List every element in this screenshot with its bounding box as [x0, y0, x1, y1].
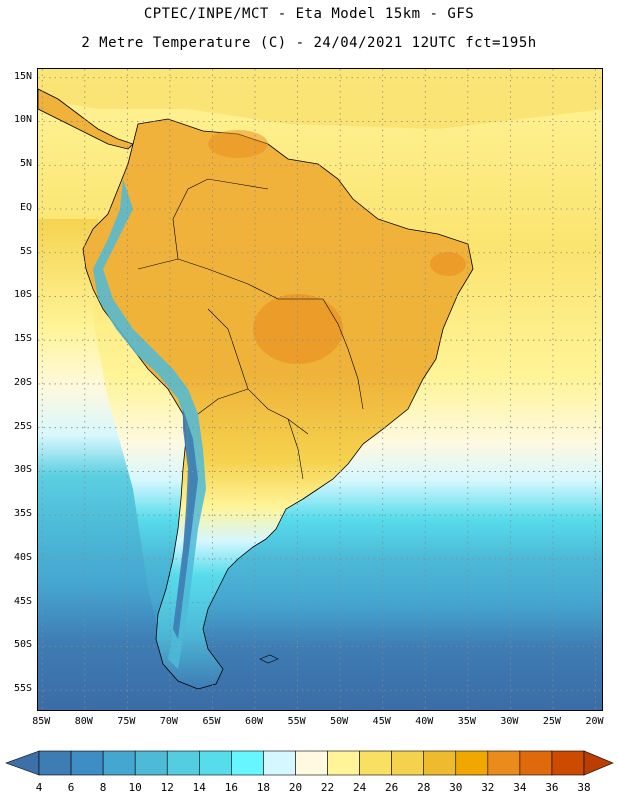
colorbar-tick-label: 28 — [417, 781, 430, 794]
lon-tick-label: 60W — [245, 716, 263, 727]
lat-tick-label: 5N — [20, 159, 32, 169]
lon-tick-label: 50W — [330, 716, 348, 727]
lon-tick-label: 20W — [585, 716, 603, 727]
colorbar-swatch — [424, 751, 456, 775]
lon-tick-label: 40W — [415, 716, 433, 727]
colorbar-swatch — [295, 751, 327, 775]
lon-tick-label: 80W — [75, 716, 93, 727]
chart-title: CPTEC/INPE/MCT - Eta Model 15km - GFS — [0, 6, 618, 22]
colorbar-tick-label: 12 — [161, 781, 174, 794]
colorbar-swatch — [552, 751, 584, 775]
colorbar-tick-label: 14 — [193, 781, 206, 794]
lat-tick-label: 35S — [14, 509, 32, 519]
lat-tick-label: EQ — [20, 203, 32, 213]
lat-tick-label: 25S — [14, 422, 32, 432]
lat-tick-label: 45S — [14, 597, 32, 607]
colorbar-tick-label: 8 — [100, 781, 107, 794]
colorbar-tick-label: 18 — [257, 781, 270, 794]
map-canvas — [38, 69, 603, 711]
colorbar-tick-label: 6 — [68, 781, 75, 794]
colorbar-tick-label: 22 — [321, 781, 334, 794]
colorbar-swatch — [392, 751, 424, 775]
lat-tick-label: 40S — [14, 553, 32, 563]
colorbar-tick-label: 36 — [545, 781, 558, 794]
colorbar-tick-label: 38 — [577, 781, 590, 794]
colorbar-swatch — [520, 751, 552, 775]
lon-tick-label: 75W — [117, 716, 135, 727]
lon-tick-label: 30W — [500, 716, 518, 727]
colorbar-swatch — [360, 751, 392, 775]
lon-tick-label: 55W — [288, 716, 306, 727]
colorbar-tick-label: 4 — [36, 781, 43, 794]
colorbar-swatch — [488, 751, 520, 775]
colorbar-swatch — [167, 751, 199, 775]
colorbar-tick-label: 16 — [225, 781, 238, 794]
temperature-map — [37, 68, 603, 711]
colorbar-swatch — [103, 751, 135, 775]
lat-tick-label: 15S — [14, 334, 32, 344]
colorbar-tick-label: 20 — [289, 781, 302, 794]
lat-tick-label: 5S — [20, 247, 32, 257]
colorbar-high-arrow — [584, 751, 613, 775]
colorbar-tick-label: 26 — [385, 781, 398, 794]
lon-tick-label: 25W — [543, 716, 561, 727]
colorbar-tick-label: 30 — [449, 781, 462, 794]
colorbar-swatch — [135, 751, 167, 775]
colorbar-swatch — [39, 751, 71, 775]
colorbar-swatch — [263, 751, 295, 775]
colorbar-swatch — [71, 751, 103, 775]
lat-tick-label: 30S — [14, 465, 32, 475]
colorbar-tick-label: 34 — [513, 781, 526, 794]
lon-tick-label: 70W — [160, 716, 178, 727]
colorbar-swatch — [328, 751, 360, 775]
lat-tick-label: 15N — [14, 72, 32, 82]
hot-spot-northeast — [430, 252, 466, 276]
colorbar-swatch — [199, 751, 231, 775]
lat-tick-label: 55S — [14, 684, 32, 694]
lat-tick-label: 10N — [14, 115, 32, 125]
colorbar-swatch — [231, 751, 263, 775]
lon-tick-label: 35W — [458, 716, 476, 727]
hot-spot-central-brazil — [253, 294, 343, 364]
colorbar-low-arrow — [6, 751, 39, 775]
colorbar-tick-label: 10 — [129, 781, 142, 794]
lon-tick-label: 85W — [32, 716, 50, 727]
colorbar — [0, 748, 618, 778]
lat-tick-label: 20S — [14, 378, 32, 388]
lat-tick-label: 10S — [14, 290, 32, 300]
colorbar-tick-label: 24 — [353, 781, 366, 794]
colorbar-swatch — [456, 751, 488, 775]
colorbar-tick-label: 32 — [481, 781, 494, 794]
lon-tick-label: 65W — [202, 716, 220, 727]
chart-subtitle: 2 Metre Temperature (C) - 24/04/2021 12U… — [0, 35, 618, 51]
lon-tick-label: 45W — [373, 716, 391, 727]
lat-tick-label: 50S — [14, 640, 32, 650]
hot-spot-venezuela — [208, 130, 268, 158]
